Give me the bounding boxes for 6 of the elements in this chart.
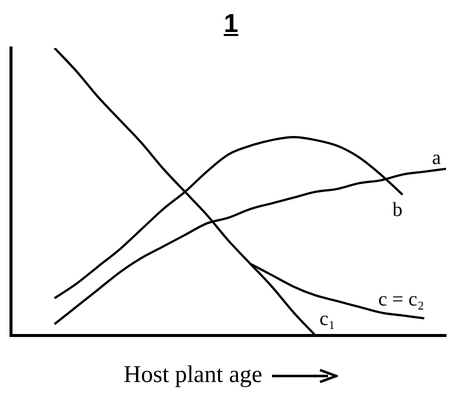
x-axis-title: Host plant age	[124, 362, 262, 389]
series-label: a	[432, 147, 441, 170]
series-label: c₁	[320, 308, 336, 330]
series-label: c = c₂	[378, 288, 424, 311]
series-label: b	[392, 198, 402, 221]
chart-title: 1	[224, 8, 238, 38]
